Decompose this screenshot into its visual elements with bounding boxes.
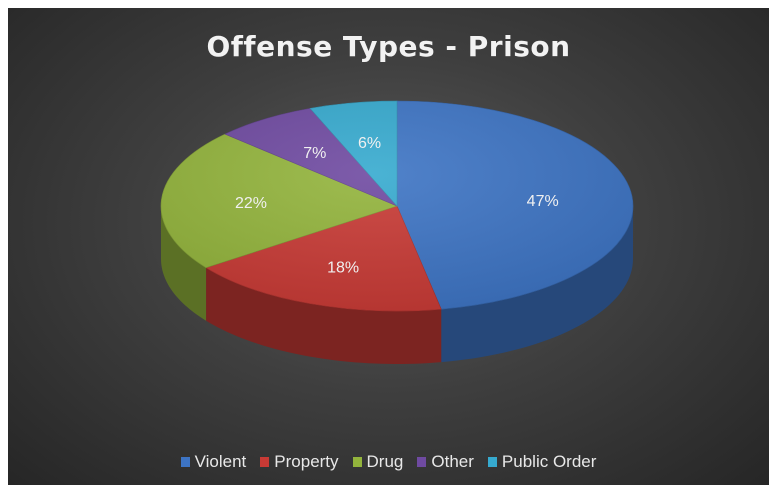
legend-swatch (352, 457, 362, 467)
pie-side-violent (441, 206, 633, 363)
pie-side-property (206, 267, 442, 364)
legend-label: Public Order (501, 452, 597, 471)
legend-swatch (260, 457, 270, 467)
legend-swatch (487, 457, 497, 467)
legend-label: Violent (194, 452, 247, 471)
legend-item-violent: Violent (180, 452, 247, 472)
legend-label: Other (431, 452, 474, 471)
data-label-drug: 22% (235, 195, 267, 212)
data-label-property: 18% (327, 260, 359, 277)
legend-label: Drug (366, 452, 404, 471)
chart-legend: Violent Property Drug Other Public Order (8, 452, 769, 472)
legend-item-property: Property (260, 452, 339, 472)
data-label-public-order: 6% (358, 135, 381, 152)
data-label-other: 7% (303, 145, 326, 162)
legend-item-drug: Drug (352, 452, 404, 472)
pie-chart: 47% 18% 22% 7% 6% (160, 100, 634, 364)
pie-side-drug (161, 206, 207, 321)
chart-title: Offense Types - Prison (206, 30, 571, 63)
legend-swatch (180, 457, 190, 467)
chart-area: Offense Types - Prison 47% 18% 22% 7% 6% Vio… (8, 8, 769, 485)
legend-item-public-order: Public Order (487, 452, 597, 472)
legend-swatch (417, 457, 427, 467)
data-label-violent: 47% (527, 193, 559, 210)
legend-item-other: Other (417, 452, 474, 472)
legend-label: Property (274, 452, 339, 471)
pie-top-gloss (161, 101, 633, 311)
